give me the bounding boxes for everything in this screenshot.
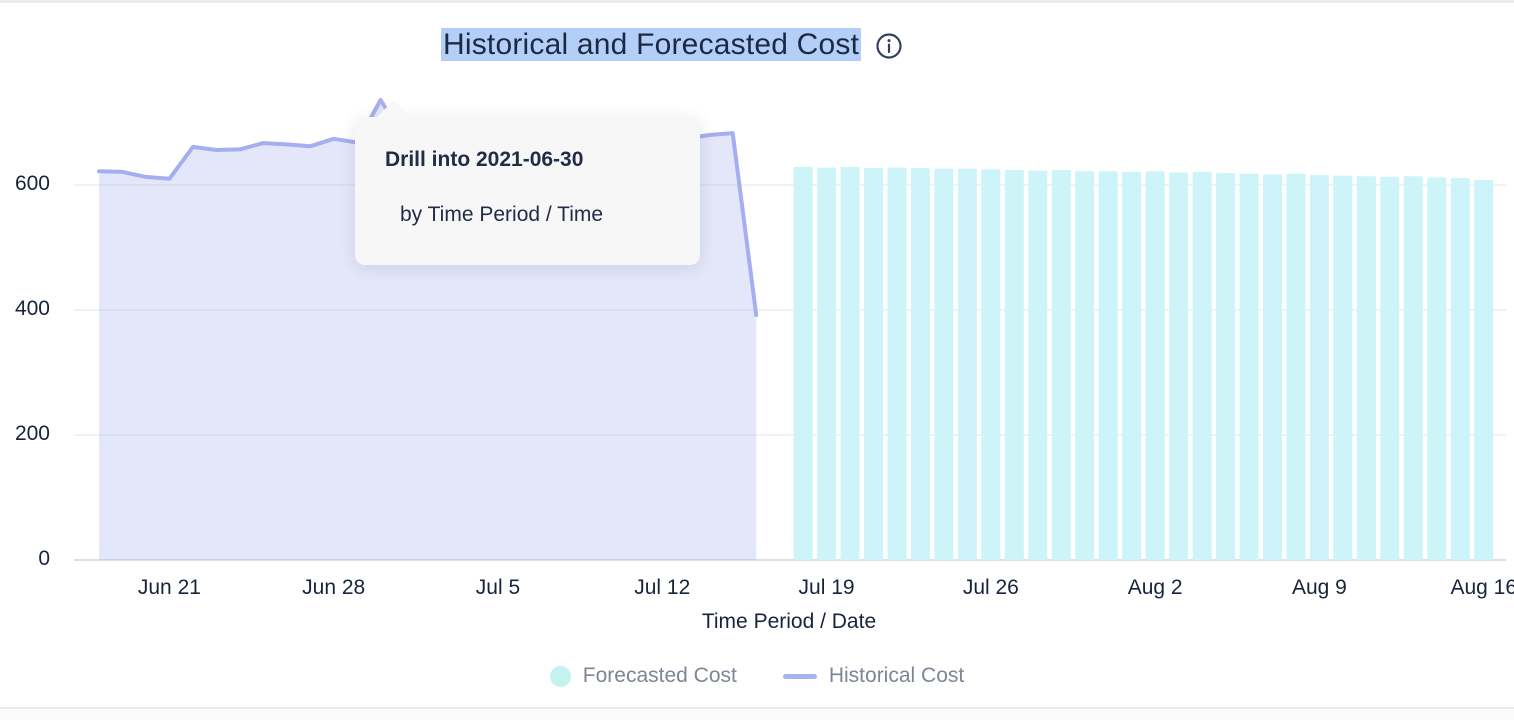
forecast-bar[interactable] bbox=[1356, 176, 1376, 561]
forecast-bar[interactable] bbox=[1098, 171, 1118, 561]
forecast-bar[interactable] bbox=[1333, 175, 1353, 560]
forecast-bar[interactable] bbox=[793, 166, 813, 560]
drill-tooltip[interactable]: Drill into 2021-06-30 by Time Period / T… bbox=[355, 100, 700, 265]
forecast-bar[interactable] bbox=[1145, 171, 1165, 561]
x-tick-label: Aug 9 bbox=[1291, 576, 1347, 599]
y-tick-label: 600 bbox=[14, 172, 50, 195]
x-tick-label: Jul 26 bbox=[962, 576, 1019, 599]
legend-label: Historical Cost bbox=[828, 664, 965, 687]
tooltip-title: Drill into 2021-06-30 bbox=[385, 148, 584, 171]
forecast-bar[interactable] bbox=[887, 167, 907, 561]
card-bottom-margin bbox=[0, 709, 1514, 720]
forecast-bar[interactable] bbox=[934, 168, 954, 561]
selected-title-text: Historical and Forecasted Cost bbox=[441, 28, 862, 61]
forecast-bar[interactable] bbox=[864, 168, 883, 560]
forecast-swatch-icon bbox=[549, 665, 571, 687]
tooltip-subtitle: by Time Period / Time bbox=[400, 203, 604, 226]
forecast-bar[interactable] bbox=[1309, 175, 1329, 560]
card-bottom-border bbox=[0, 707, 1514, 709]
forecast-bar[interactable] bbox=[1427, 177, 1447, 561]
y-tick-label: 200 bbox=[14, 422, 50, 445]
forecast-bar[interactable] bbox=[910, 168, 930, 560]
y-tick-label: 0 bbox=[38, 547, 50, 570]
legend-item-historical-cost[interactable]: Historical Cost bbox=[782, 664, 965, 688]
forecast-bar[interactable] bbox=[1075, 171, 1095, 561]
forecast-bar[interactable] bbox=[1239, 173, 1259, 561]
forecast-bar[interactable] bbox=[957, 168, 977, 561]
forecast-bar[interactable] bbox=[1403, 176, 1423, 561]
x-tick-label: Jun 28 bbox=[302, 576, 366, 599]
forecast-bar[interactable] bbox=[1004, 170, 1024, 560]
forecast-bar[interactable] bbox=[1028, 170, 1048, 560]
forecast-bar[interactable] bbox=[981, 169, 1001, 560]
x-tick-label: Jul 19 bbox=[798, 576, 855, 599]
forecast-bar[interactable] bbox=[1216, 173, 1236, 560]
card-top-border bbox=[0, 0, 1514, 3]
forecast-bar[interactable] bbox=[1122, 171, 1142, 560]
legend-label: Forecasted Cost bbox=[582, 664, 737, 687]
tooltip-arrow bbox=[376, 100, 412, 118]
x-tick-label: Jul 5 bbox=[475, 576, 521, 599]
forecast-bar[interactable] bbox=[1051, 170, 1071, 560]
x-tick-label: Aug 2 bbox=[1127, 576, 1183, 599]
forecast-bar[interactable] bbox=[1263, 174, 1282, 560]
forecast-bar[interactable] bbox=[1380, 176, 1400, 560]
x-tick-label: Jul 12 bbox=[634, 576, 691, 599]
forecast-bar[interactable] bbox=[840, 166, 860, 560]
x-tick-label: Jun 21 bbox=[137, 576, 201, 599]
info-icon[interactable] bbox=[875, 32, 903, 60]
x-axis-title: Time Period / Date bbox=[701, 610, 877, 633]
chart-header: Historical and Forecasted Cost bbox=[441, 22, 903, 68]
x-tick-label: Aug 16 bbox=[1450, 576, 1514, 599]
page-title: Historical and Forecasted Cost bbox=[441, 22, 862, 68]
forecast-bar[interactable] bbox=[1192, 171, 1212, 560]
forecast-bar[interactable] bbox=[1474, 180, 1494, 560]
y-tick-label: 400 bbox=[14, 297, 50, 320]
forecast-bar[interactable] bbox=[817, 167, 837, 561]
historical-swatch-icon bbox=[782, 673, 817, 679]
chart-legend: Forecasted Cost Historical Cost bbox=[0, 664, 1514, 688]
forecast-bar[interactable] bbox=[1450, 178, 1470, 560]
legend-item-forecasted-cost[interactable]: Forecasted Cost bbox=[549, 664, 737, 688]
forecast-bar[interactable] bbox=[1169, 172, 1189, 561]
forecast-bar[interactable] bbox=[1286, 173, 1306, 561]
